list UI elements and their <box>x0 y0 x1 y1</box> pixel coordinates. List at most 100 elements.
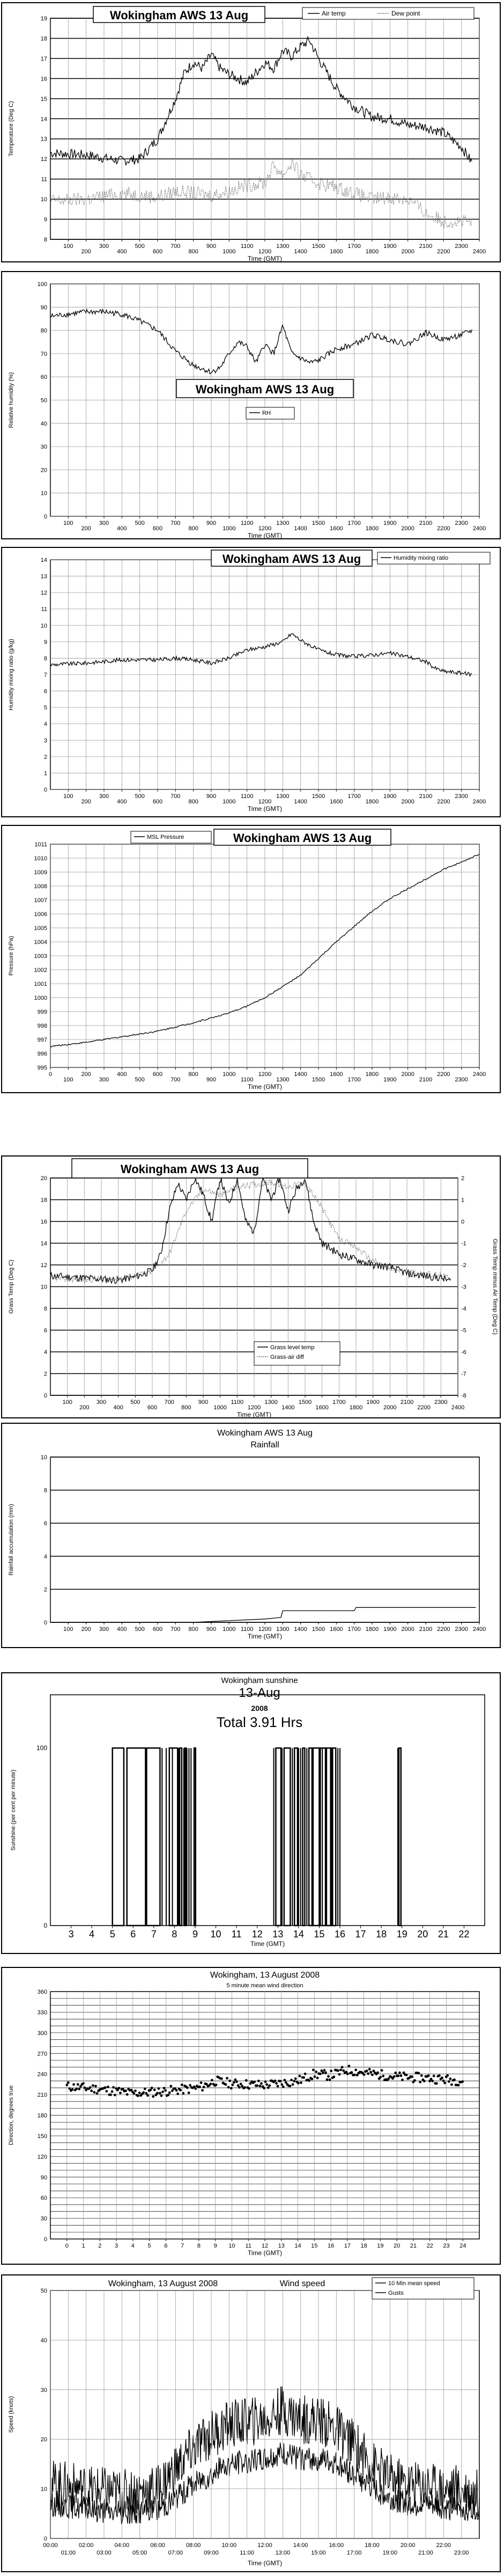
y-tick-label: 14 <box>41 116 47 122</box>
data-point <box>167 2094 170 2097</box>
data-point <box>199 2081 203 2084</box>
x-tick-label: 500 <box>130 1399 140 1406</box>
x-tick-label: 2300 <box>455 793 468 800</box>
y-tick-label: 90 <box>41 304 47 311</box>
data-point <box>353 2073 356 2076</box>
y-tick-label: 9 <box>44 217 47 223</box>
x-tick-label: 400 <box>117 248 127 255</box>
data-point <box>283 2079 286 2082</box>
legend-entry: Dew point <box>391 10 420 17</box>
data-point <box>228 2079 232 2082</box>
data-point <box>435 2082 438 2085</box>
data-point <box>428 2080 431 2083</box>
y-tick-label: 19 <box>41 16 47 22</box>
x-tick-label: 900 <box>206 793 216 800</box>
x-tick-label: 1300 <box>276 1077 289 1083</box>
data-point <box>143 2087 146 2090</box>
data-point <box>263 2087 265 2090</box>
x-tick-label: 2400 <box>473 1626 486 1633</box>
data-point <box>209 2082 212 2085</box>
x-tick-label: 800 <box>181 1404 191 1411</box>
title-box <box>213 829 391 846</box>
x-tick-label: 05:00 <box>132 2550 147 2556</box>
y-tick-label: 270 <box>38 2051 47 2057</box>
x-axis-label: Time (GMT) <box>248 532 282 538</box>
data-point <box>268 2084 271 2087</box>
x-tick-label: 800 <box>188 248 198 255</box>
data-point <box>323 2069 326 2072</box>
data-point <box>293 2080 296 2083</box>
x-tick-label: 2400 <box>473 799 486 805</box>
y-tick-label: 1003 <box>34 953 47 960</box>
y-tick-label: 6 <box>44 1328 47 1334</box>
x-tick-label: 2400 <box>473 248 486 255</box>
x-tick-label: 2200 <box>437 525 450 532</box>
x-tick-label: 1800 <box>366 1626 379 1633</box>
sunshine-bar <box>275 1747 282 1927</box>
x-tick-label: 300 <box>99 520 109 526</box>
y-tick-label: 14 <box>41 1241 47 1247</box>
data-point <box>257 2080 260 2082</box>
sunshine-bar <box>398 1747 402 1927</box>
x-tick-label: 400 <box>117 525 127 532</box>
y-axis-label: Temperature (Deg C) <box>8 101 14 156</box>
x-tick-label: 22:00 <box>436 2542 451 2549</box>
x-tick-label: 300 <box>99 243 109 250</box>
x-tick-label: 300 <box>99 1626 109 1633</box>
x-tick-label: 2400 <box>451 1404 464 1411</box>
x-tick-label: 2200 <box>437 248 450 255</box>
data-point <box>211 2079 213 2082</box>
chart-title: Wokingham, 13 August 2008 <box>210 1971 320 1980</box>
x-tick-label: 1000 <box>223 1071 235 1078</box>
x-tick-label: 6 <box>130 1929 136 1940</box>
x-tick-label: 900 <box>206 1626 216 1633</box>
data-point <box>369 2070 373 2074</box>
y-tick-label: 4 <box>44 1554 47 1560</box>
x-axis-label: Time (GMT) <box>248 805 282 813</box>
data-point <box>300 2081 302 2084</box>
data-point <box>145 2092 148 2095</box>
x-tick-label: 22 <box>427 2243 433 2249</box>
wind-speed-chart-panel: 0 10 20 30 40 50 Time (GMT) Speed (knots) 00:00 0… <box>1 2274 501 2572</box>
data-point <box>90 2089 93 2092</box>
y2-tick-label: -6 <box>461 1349 466 1356</box>
data-point <box>355 2074 359 2077</box>
x-tick-label: 09:00 <box>204 2550 219 2556</box>
x-tick-label: 1900 <box>383 1077 396 1083</box>
y2-tick-label: -5 <box>461 1328 466 1334</box>
data-point <box>189 2084 192 2087</box>
y-tick-label: 80 <box>41 328 47 334</box>
data-point <box>179 2089 182 2092</box>
data-point <box>113 2094 116 2097</box>
x-tick-label: 700 <box>171 243 180 250</box>
data-point <box>308 2079 311 2082</box>
data-point <box>328 2078 331 2081</box>
x-tick-label: 15 <box>314 1929 324 1940</box>
data-point <box>103 2086 107 2089</box>
x-tick-label: 10 <box>228 2243 235 2249</box>
data-point <box>337 2069 339 2072</box>
series-line-1 <box>50 158 472 229</box>
data-point <box>171 2089 174 2092</box>
data-point <box>446 2074 449 2077</box>
x-tick-label: 0 <box>65 2243 69 2249</box>
legend-box <box>246 407 295 420</box>
y-tick-label: 20 <box>41 467 47 473</box>
x-tick-label: 500 <box>135 1077 144 1083</box>
x-tick-label: 21 <box>438 1929 449 1940</box>
chart-title: Wokingham AWS 13 Aug <box>223 552 361 566</box>
data-point <box>229 2087 233 2090</box>
y-tick-label: 6 <box>44 689 47 695</box>
data-point <box>298 2074 301 2077</box>
data-point <box>194 2087 197 2090</box>
y2-tick-label: -4 <box>461 1306 466 1312</box>
data-point <box>125 2093 129 2096</box>
data-point <box>248 2087 250 2090</box>
data-point <box>313 2075 316 2078</box>
y-tick-label: 996 <box>38 1051 47 1057</box>
data-point <box>220 2077 223 2080</box>
data-point <box>324 2071 327 2074</box>
x-tick-label: 1700 <box>347 520 360 526</box>
x-tick-label: 1300 <box>276 793 289 800</box>
data-point <box>372 2069 375 2073</box>
